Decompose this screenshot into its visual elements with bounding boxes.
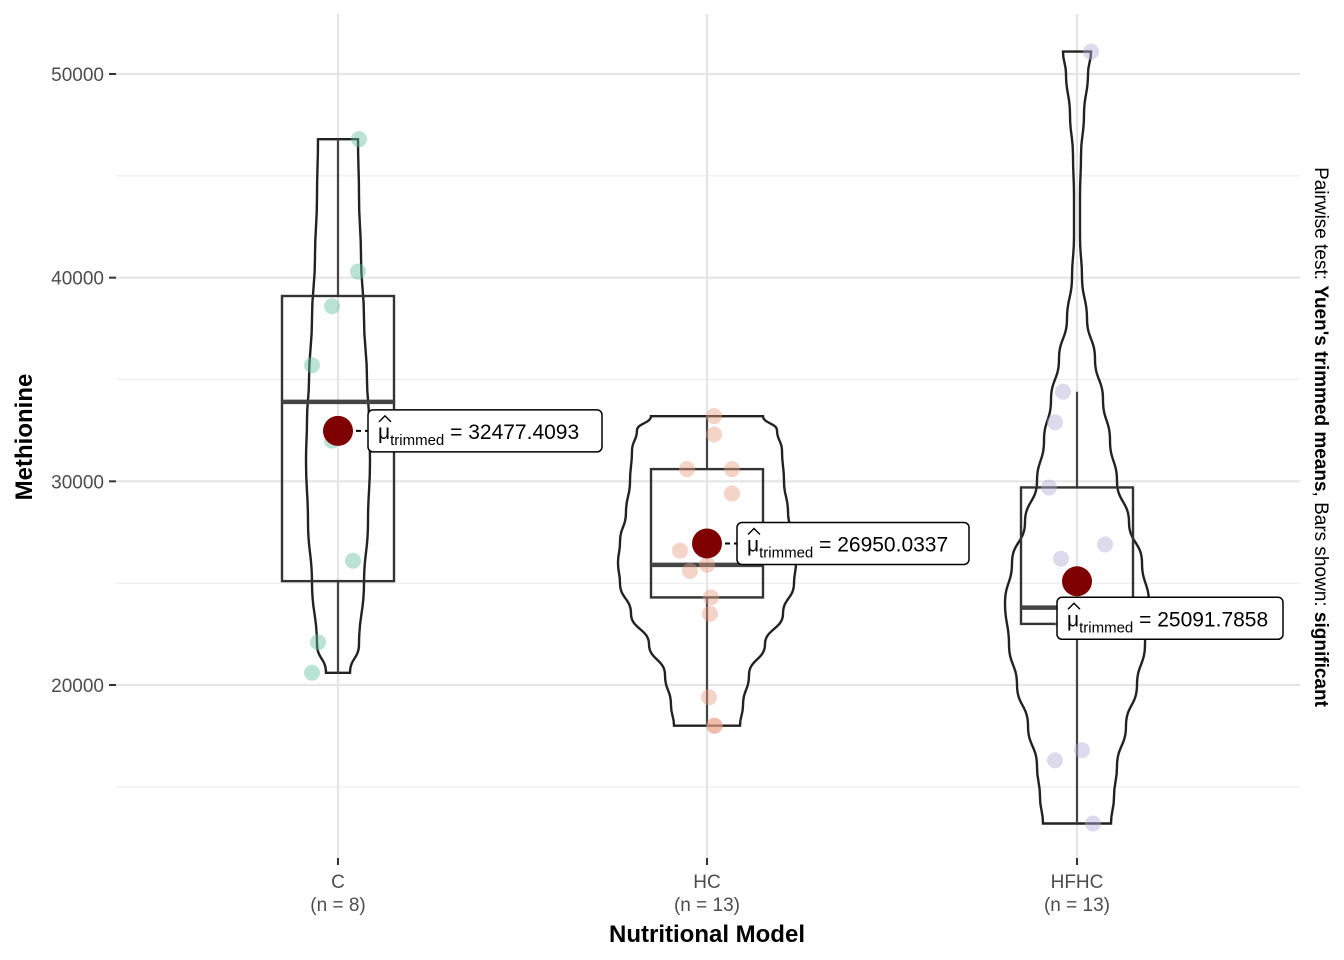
data-point xyxy=(672,542,688,559)
data-point xyxy=(701,689,717,706)
mu-subscript: trimmed xyxy=(759,544,813,561)
mu-symbol: μ xyxy=(747,533,759,556)
mean-label-text: μtrimmed = 32477.4093 xyxy=(378,421,579,449)
data-point xyxy=(350,263,366,280)
mu-subscript: trimmed xyxy=(390,432,444,449)
violin-c xyxy=(304,137,372,674)
y-axis-title: Methionine xyxy=(11,374,38,501)
data-point xyxy=(1053,550,1069,567)
trimmed-mean-marker xyxy=(323,415,353,446)
y-tick-label: 40000 xyxy=(51,269,104,290)
data-point xyxy=(706,408,722,425)
data-point xyxy=(310,634,326,651)
data-point xyxy=(703,589,719,606)
data-point xyxy=(699,556,715,573)
mu-symbol: μ xyxy=(378,421,390,444)
data-point xyxy=(682,562,698,579)
data-point xyxy=(724,485,740,502)
y-tick-label: 50000 xyxy=(51,65,104,86)
hat-icon xyxy=(747,527,761,535)
data-point xyxy=(304,357,320,374)
mu-subscript: trimmed xyxy=(1079,619,1133,636)
x-axis: C(n = 8)HC(n = 13)HFHC(n = 13) xyxy=(310,858,1110,916)
x-axis-title: Nutritional Model xyxy=(609,921,805,948)
data-point xyxy=(1097,536,1113,553)
mean-value: = 32477.4093 xyxy=(444,421,579,444)
data-point xyxy=(679,461,695,478)
x-tick-label: HFHC xyxy=(1051,872,1104,893)
data-point xyxy=(706,717,722,734)
trimmed-mean-marker xyxy=(1062,566,1092,597)
data-point xyxy=(1074,742,1090,759)
data-point xyxy=(724,461,740,478)
data-point xyxy=(1047,752,1063,769)
mean-label-box xyxy=(1056,596,1284,641)
data-point xyxy=(1047,414,1063,431)
side-note-test: Yuen's trimmed means xyxy=(1310,285,1331,491)
mean-value: = 26950.0337 xyxy=(813,533,948,556)
data-point xyxy=(351,131,367,148)
data-point xyxy=(707,717,723,734)
data-point xyxy=(1055,383,1071,400)
side-note-prefix: Pairwise test: xyxy=(1310,167,1331,285)
mean-label-box xyxy=(367,409,603,453)
x-tick-count: (n = 13) xyxy=(674,895,740,916)
violin-hc xyxy=(616,414,798,727)
data-point xyxy=(1083,43,1099,60)
data-point xyxy=(345,552,361,569)
data-point xyxy=(1085,815,1101,832)
x-tick-label: HC xyxy=(693,872,720,893)
x-tick-label: C xyxy=(331,872,345,893)
data-point xyxy=(702,605,718,622)
trimmed-mean-marker xyxy=(692,528,722,559)
mean-label-box xyxy=(736,521,970,566)
violins xyxy=(304,50,1151,825)
data-point xyxy=(706,426,722,443)
data-point xyxy=(304,664,320,681)
y-tick-label: 30000 xyxy=(51,472,104,493)
data-point xyxy=(1041,479,1057,496)
violin-hfhc xyxy=(1003,50,1151,825)
pairwise-test-note: Pairwise test: Yuen's trimmed means, Bar… xyxy=(1310,167,1331,708)
y-tick-label: 20000 xyxy=(51,676,104,697)
side-note-middle: , Bars shown: xyxy=(1310,492,1331,612)
y-axis: 20000 30000 40000 50000 xyxy=(51,65,116,697)
side-note-bars: significant xyxy=(1310,612,1331,708)
mu-symbol: μ xyxy=(1067,608,1079,631)
data-point xyxy=(324,298,340,315)
x-tick-count: (n = 13) xyxy=(1044,895,1110,916)
mean-label-text: μtrimmed = 26950.0337 xyxy=(747,533,948,561)
mean-label-text: μtrimmed = 25091.7858 xyxy=(1067,608,1268,636)
mean-value: = 25091.7858 xyxy=(1133,608,1268,631)
hat-icon xyxy=(1067,602,1081,610)
x-tick-count: (n = 8) xyxy=(310,895,365,916)
hat-icon xyxy=(378,414,392,423)
